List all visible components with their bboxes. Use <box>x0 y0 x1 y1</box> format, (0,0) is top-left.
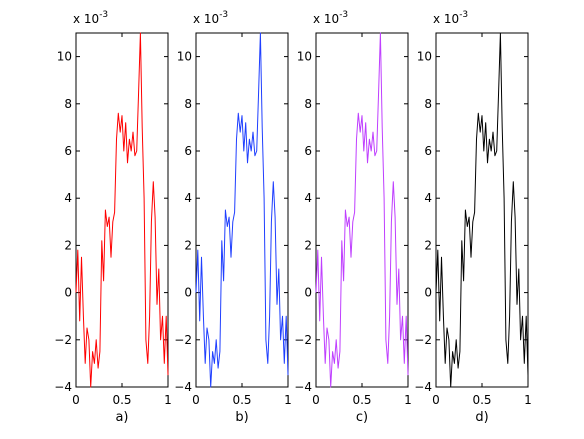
y-tick-label: 10 <box>57 50 72 64</box>
y-tick-label: 8 <box>304 97 312 111</box>
y-tick-label: 2 <box>424 238 432 252</box>
y-tick-label: 6 <box>304 144 312 158</box>
x-tick-label: 0.5 <box>472 393 491 407</box>
x-tick-label: 0.5 <box>352 393 371 407</box>
y-tick-label: 4 <box>184 191 192 205</box>
y-tick-label: −2 <box>174 333 192 347</box>
x-tick-label: 1 <box>284 393 292 407</box>
y-tick-label: 10 <box>177 50 192 64</box>
y-tick-label: 4 <box>424 191 432 205</box>
y-tick-label: 10 <box>417 50 432 64</box>
panel-b: −4 −2 0 2 4 6 8 10 0 0.5 1 x 10-3 b) <box>174 10 292 425</box>
y-tick-label: 4 <box>64 191 72 205</box>
plot-frame <box>435 32 529 388</box>
y-tick-label: −2 <box>54 333 72 347</box>
plot-frame <box>315 32 409 388</box>
panel-caption: d) <box>475 410 488 425</box>
series-line <box>75 32 169 388</box>
scale-factor-label: x 10-3 <box>193 10 228 26</box>
x-tick-label: 0 <box>192 393 200 407</box>
panel-a: −4 −2 0 2 4 6 8 10 0 0.5 1 x 10-3 a) <box>54 10 172 425</box>
x-tick-label: 0 <box>72 393 80 407</box>
x-tick-label: 0.5 <box>232 393 251 407</box>
panel-caption: c) <box>356 410 368 425</box>
x-tick-label: 0.5 <box>112 393 131 407</box>
y-tick-label: 8 <box>184 97 192 111</box>
y-tick-label: 0 <box>424 286 432 300</box>
panel-caption: b) <box>235 410 248 425</box>
x-tick-label: 0 <box>312 393 320 407</box>
panel-caption: a) <box>115 410 128 425</box>
y-tick-label: 6 <box>424 144 432 158</box>
y-tick-label: 0 <box>304 286 312 300</box>
scale-factor-label: x 10-3 <box>73 10 108 26</box>
panel-d: −4 −2 0 2 4 6 8 10 0 0.5 1 x 10-3 d) <box>414 10 532 425</box>
y-tick-label: −2 <box>414 333 432 347</box>
x-tick-label: 1 <box>524 393 532 407</box>
series-line <box>435 32 529 388</box>
scale-factor-label: x 10-3 <box>313 10 348 26</box>
y-tick-label: 2 <box>304 238 312 252</box>
x-tick-label: 0 <box>432 393 440 407</box>
y-tick-label: 8 <box>424 97 432 111</box>
y-tick-label: −4 <box>174 380 192 394</box>
panel-c: −4 −2 0 2 4 6 8 10 0 0.5 1 x 10-3 c) <box>294 10 412 425</box>
y-tick-label: 0 <box>64 286 72 300</box>
scale-factor-label: x 10-3 <box>433 10 468 26</box>
x-tick-label: 1 <box>404 393 412 407</box>
y-tick-label: −2 <box>294 333 312 347</box>
y-tick-label: 2 <box>64 238 72 252</box>
series-line <box>195 32 289 388</box>
x-tick-label: 1 <box>164 393 172 407</box>
series-line <box>315 32 409 388</box>
y-tick-label: 10 <box>297 50 312 64</box>
y-tick-label: 8 <box>64 97 72 111</box>
y-tick-label: −4 <box>54 380 72 394</box>
y-tick-label: 2 <box>184 238 192 252</box>
y-tick-label: −4 <box>414 380 432 394</box>
y-tick-label: 6 <box>184 144 192 158</box>
y-tick-label: −4 <box>294 380 312 394</box>
plot-frame <box>195 32 289 388</box>
plot-frame <box>75 32 169 388</box>
y-tick-label: 0 <box>184 286 192 300</box>
y-tick-label: 4 <box>304 191 312 205</box>
y-tick-label: 6 <box>64 144 72 158</box>
